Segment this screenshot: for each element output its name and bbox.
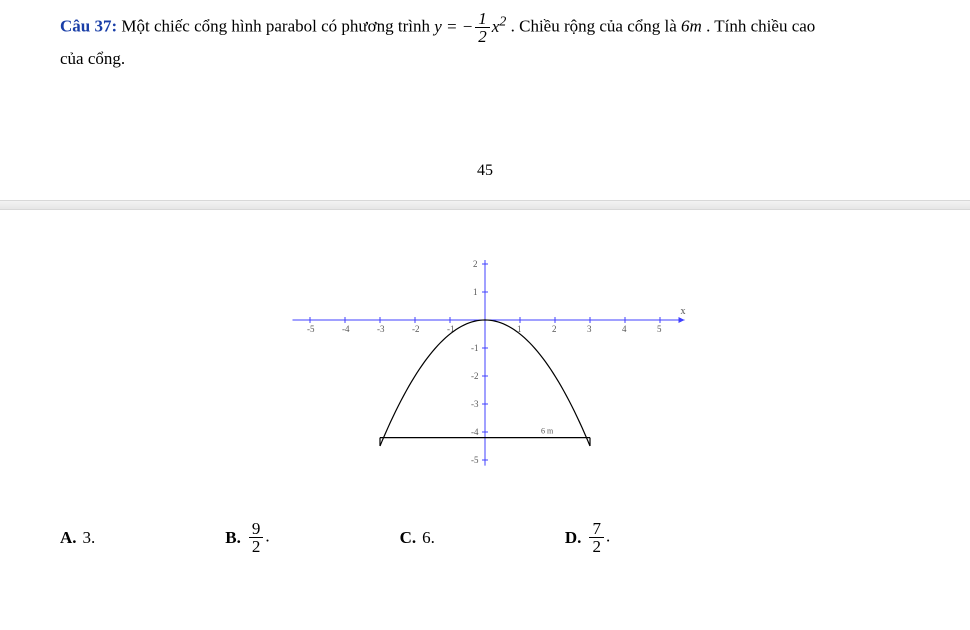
question-line-2: của cổng. — [60, 45, 910, 72]
answer-B-value: 92. — [247, 520, 270, 555]
svg-text:-3: -3 — [377, 324, 385, 334]
page-divider — [0, 200, 970, 210]
answer-D-label: D. — [565, 528, 582, 548]
answer-B[interactable]: B. 92. — [225, 520, 269, 555]
chart-container: yx-5-4-3-2-11234512-1-2-3-4-56 m — [0, 260, 970, 480]
svg-text:x: x — [681, 306, 686, 317]
svg-text:-3: -3 — [471, 399, 479, 409]
question-block: Câu 37: Một chiếc cổng hình parabol có p… — [0, 0, 970, 72]
width-value: 6m — [681, 17, 702, 36]
svg-text:-2: -2 — [412, 324, 420, 334]
svg-text:2: 2 — [473, 260, 478, 269]
answer-A[interactable]: A. 3. — [60, 520, 95, 555]
svg-text:1: 1 — [473, 287, 478, 297]
equation: y = −12x2 — [434, 17, 510, 36]
svg-text:4: 4 — [622, 324, 627, 334]
question-label: Câu 37: — [60, 17, 117, 36]
answer-C-label: C. — [400, 528, 417, 548]
page-number: 45 — [0, 162, 970, 180]
eq-frac: 12 — [475, 10, 490, 45]
svg-text:-5: -5 — [471, 455, 479, 465]
svg-text:-1: -1 — [447, 324, 455, 334]
svg-text:2: 2 — [552, 324, 557, 334]
question-line-1: Câu 37: Một chiếc cổng hình parabol có p… — [60, 10, 910, 45]
answers-row: A. 3. B. 92. C. 6. D. 72. — [0, 480, 970, 555]
svg-text:-1: -1 — [471, 343, 479, 353]
svg-text:3: 3 — [587, 324, 592, 334]
svg-text:-5: -5 — [307, 324, 315, 334]
answer-D[interactable]: D. 72. — [565, 520, 610, 555]
svg-text:6 m: 6 m — [541, 427, 554, 436]
question-text-before: Một chiếc cổng hình parabol có phương tr… — [121, 17, 430, 36]
answer-D-value: 72. — [587, 520, 610, 555]
svg-text:-2: -2 — [471, 371, 479, 381]
question-text-after-1: . Chiều rộng của cổng là — [511, 17, 677, 36]
answer-C[interactable]: C. 6. — [400, 520, 435, 555]
answer-A-value: 3. — [83, 528, 96, 548]
svg-text:-4: -4 — [471, 427, 479, 437]
parabola-chart: yx-5-4-3-2-11234512-1-2-3-4-56 m — [275, 260, 695, 480]
svg-text:-4: -4 — [342, 324, 350, 334]
answer-B-label: B. — [225, 528, 241, 548]
answer-A-label: A. — [60, 528, 77, 548]
svg-text:5: 5 — [657, 324, 662, 334]
answer-C-value: 6. — [422, 528, 435, 548]
question-text-after-2: . Tính chiều cao — [706, 17, 815, 36]
eq-y: y — [434, 17, 442, 36]
